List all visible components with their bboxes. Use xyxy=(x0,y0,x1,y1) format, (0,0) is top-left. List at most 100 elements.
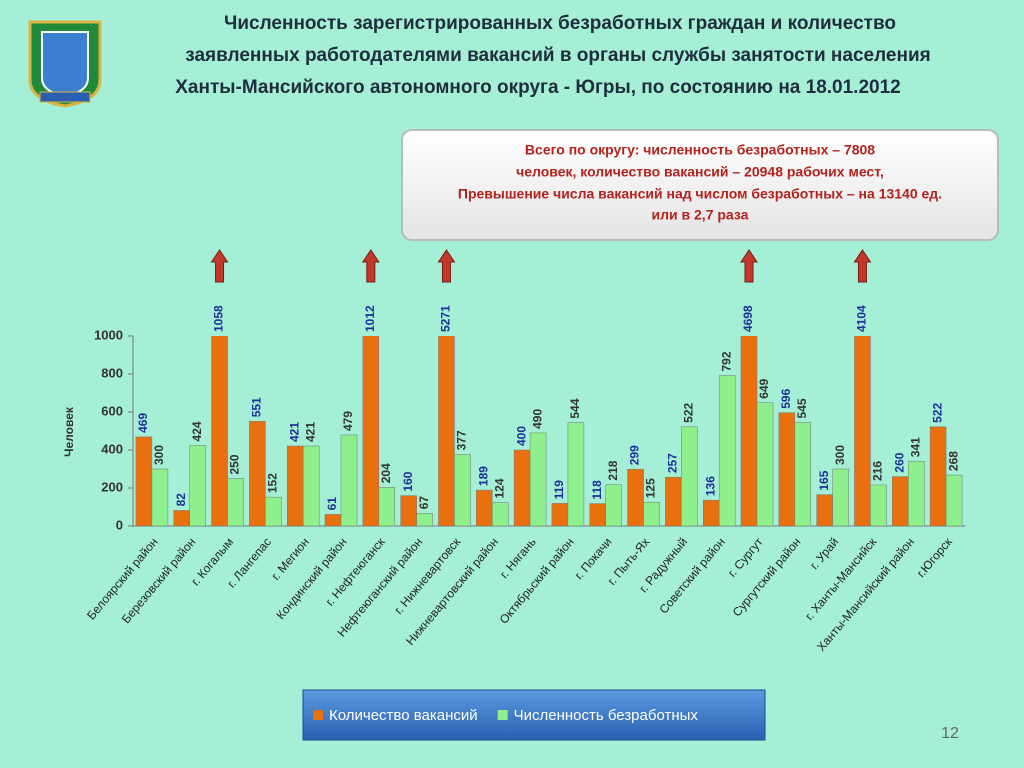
value-label: 649 xyxy=(757,378,771,398)
legend-label: Количество вакансий xyxy=(329,707,478,724)
value-label: 596 xyxy=(779,388,793,408)
page-number: 12 xyxy=(941,725,959,742)
value-label: 165 xyxy=(817,470,831,490)
bar xyxy=(173,510,190,527)
bar xyxy=(476,489,493,527)
y-axis-label: Человек xyxy=(62,406,76,457)
bar xyxy=(643,502,660,527)
bar xyxy=(135,436,153,527)
bar xyxy=(929,426,947,527)
legend-swatch xyxy=(497,710,508,720)
value-label: 490 xyxy=(530,409,544,429)
value-label: 160 xyxy=(401,471,415,491)
legend-swatch xyxy=(313,710,323,720)
value-label: 61 xyxy=(325,497,339,511)
bar xyxy=(249,421,266,527)
bar xyxy=(551,503,569,527)
value-label: 424 xyxy=(190,421,204,441)
value-label: 544 xyxy=(568,398,582,418)
bar xyxy=(681,426,698,527)
bar xyxy=(265,496,282,527)
bar xyxy=(794,422,812,527)
value-label: 218 xyxy=(606,460,620,480)
bar xyxy=(567,422,585,527)
x-tick-label: Березовский район xyxy=(119,535,199,626)
bar xyxy=(438,336,455,527)
value-label: 216 xyxy=(871,461,885,481)
value-label: 136 xyxy=(703,476,717,496)
value-label: 260 xyxy=(892,452,906,472)
y-tick-label: 200 xyxy=(101,479,123,494)
value-label: 4104 xyxy=(855,305,869,332)
value-label: 125 xyxy=(644,478,658,498)
value-label: 124 xyxy=(492,478,506,498)
bar xyxy=(854,336,871,527)
legend xyxy=(302,689,766,741)
value-label: 522 xyxy=(930,402,944,422)
value-label: 421 xyxy=(303,422,317,442)
bar xyxy=(892,476,909,527)
value-label: 250 xyxy=(228,454,242,474)
bar xyxy=(400,495,417,527)
overflow-arrow xyxy=(210,249,229,283)
bar xyxy=(302,445,320,527)
value-label: 1012 xyxy=(363,305,377,332)
value-label: 300 xyxy=(152,445,166,465)
value-label: 551 xyxy=(250,397,264,417)
bar xyxy=(778,412,796,527)
title-line: Ханты-Мансийского автономного округа - Ю… xyxy=(175,77,900,98)
y-tick-label: 800 xyxy=(101,365,123,380)
title-line: заявленных работодателями вакансий в орг… xyxy=(185,45,930,66)
value-label: 82 xyxy=(174,493,188,507)
bar xyxy=(151,468,169,527)
bar xyxy=(908,460,925,527)
value-label: 300 xyxy=(833,445,847,465)
bar xyxy=(870,484,887,527)
x-tick-label: г. Урай xyxy=(807,535,841,572)
legend-label: Численность безработных xyxy=(514,707,699,724)
x-tick-label: Советский район xyxy=(656,535,728,616)
bar xyxy=(605,484,622,527)
bar xyxy=(627,468,644,527)
value-label: 118 xyxy=(590,480,604,500)
value-label: 400 xyxy=(514,426,528,446)
value-label: 421 xyxy=(287,422,301,442)
value-label: 545 xyxy=(795,398,809,418)
y-tick-label: 1000 xyxy=(94,327,123,342)
value-label: 189 xyxy=(476,466,490,486)
overflow-arrow xyxy=(853,249,872,283)
bar xyxy=(454,454,471,527)
x-tick-label: Белоярский район xyxy=(84,535,161,623)
y-tick-label: 600 xyxy=(101,403,123,418)
value-label: 152 xyxy=(266,473,280,493)
bar xyxy=(340,434,358,527)
bar xyxy=(740,336,758,527)
bar xyxy=(286,445,304,527)
bar xyxy=(702,499,720,527)
bar xyxy=(589,503,606,527)
bar xyxy=(378,486,396,527)
x-tick-label: г. Ханты-Мансийск xyxy=(802,534,879,623)
x-tick-label: Октябрьский район xyxy=(497,535,577,627)
summary-line: Превышение числа вакансий над числом без… xyxy=(458,186,942,202)
summary-box xyxy=(401,129,999,241)
value-label: 522 xyxy=(682,402,696,422)
value-label: 67 xyxy=(417,496,431,510)
value-label: 1058 xyxy=(212,305,226,332)
y-tick-label: 0 xyxy=(116,517,123,532)
bar xyxy=(529,432,547,527)
bar xyxy=(211,336,228,527)
bar xyxy=(513,449,531,527)
value-label: 341 xyxy=(908,437,922,457)
bar xyxy=(227,478,244,527)
overflow-arrow xyxy=(361,249,380,283)
value-label: 299 xyxy=(628,445,642,465)
value-label: 377 xyxy=(455,430,469,450)
value-label: 257 xyxy=(666,453,680,473)
bar xyxy=(492,502,509,527)
value-label: 268 xyxy=(946,451,960,471)
bar xyxy=(665,476,682,527)
value-label: 119 xyxy=(552,480,566,500)
